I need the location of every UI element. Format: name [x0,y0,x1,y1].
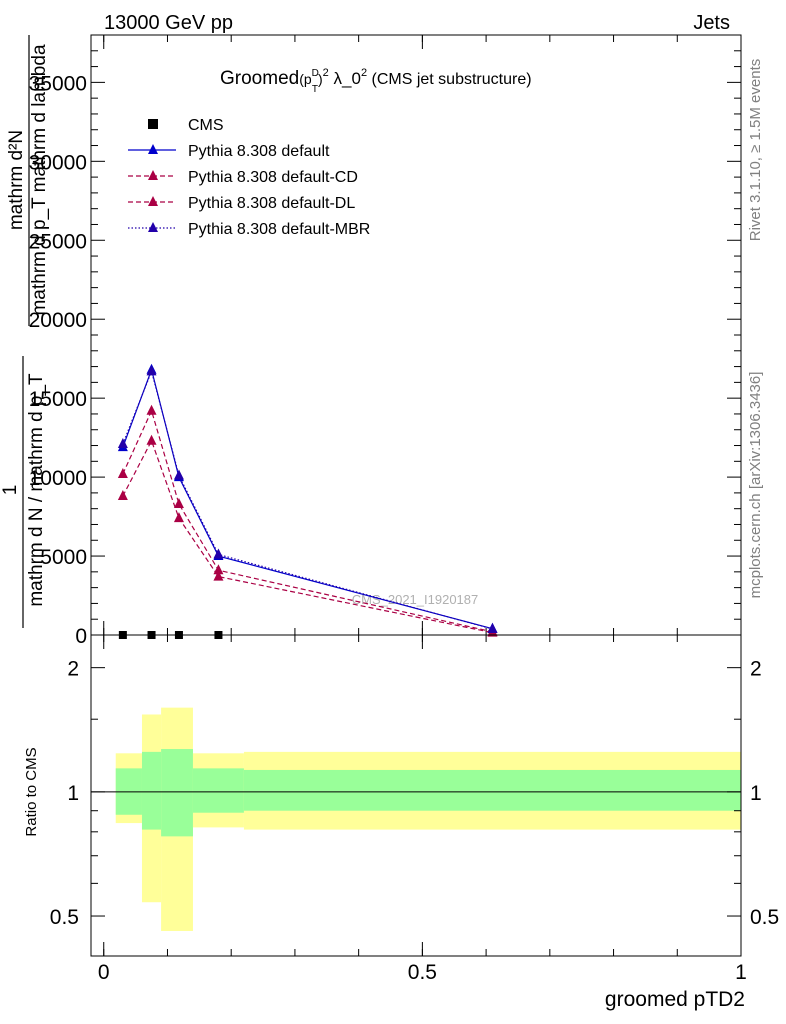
title-tail: (CMS jet substructure) [367,71,531,88]
title-sub-t: T [312,84,318,95]
series-marker-2 [117,467,128,478]
x-tick-label: 1 [735,961,747,984]
ratio-y-label: Ratio to CMS [23,747,40,836]
title-square: 2 [323,67,329,79]
energy-label: 13000 GeV pp [104,12,233,34]
title-lambda: λ_0 [329,69,361,88]
title-paren-close: ) [318,71,323,87]
ratio-tick-labels: 0.5 0.5 1 1 2 2 0 0.5 1 [50,658,779,984]
series-line-2 [122,409,493,633]
series-marker-2 [173,497,184,508]
legend-label: Pythia 8.308 default-DL [188,195,355,212]
ratio-y-tick-label-right: 2 [750,658,762,681]
main-y-tick-label: 20000 [29,309,87,332]
ratio-inner-band [192,768,244,813]
ratio-frame [90,634,742,957]
y-label-one: 1 [0,485,21,496]
main-y-tick-labels: 0 5000 10000 15000 20000 25000 30000 35000 [29,72,87,648]
ratio-inner-band [243,769,742,811]
process-label: Jets [693,12,730,34]
legend-label: CMS [188,117,224,134]
main-y-tick-label: 35000 [29,72,87,95]
series-marker-4 [487,623,498,633]
rivet-version-label: Rivet 3.1.10, ≥ 1.5M events [747,59,764,242]
series-marker-4 [117,437,128,448]
main-axis-ticks [91,34,742,636]
legend-label: Pythia 8.308 default [188,143,330,160]
x-tick-label: 0.5 [408,961,437,984]
y-label-denominator: mathrm d p_T mathrm d lambda [29,44,50,315]
title-paren-open: (p [299,71,312,87]
series-marker-4 [213,548,224,559]
main-y-tick-label: 25000 [29,230,87,253]
x-tick-label: 0 [98,961,110,984]
series-marker-2 [213,564,224,575]
x-axis-label: groomed pTD2 [605,988,745,1011]
main-y-tick-label: 5000 [40,546,87,569]
series-line-1 [122,367,493,630]
ratio-y-tick-label: 0.5 [50,906,79,929]
legend: CMS Pythia 8.308 default Pythia 8.308 defa… [128,117,370,238]
ratio-axis-ticks [91,635,742,956]
analysis-watermark: CMS_2021_I1920187 [352,592,479,607]
main-y-tick-label: 0 [75,625,87,648]
ratio-inner-band [161,749,193,837]
ratio-y-tick-label: 1 [67,782,79,805]
ratio-panel: 0.5 0.5 1 1 2 2 0 0.5 1 Ratio to CMS groomed pTD… [23,634,779,1011]
series-marker-2 [146,404,157,415]
chart-title: Groomed(pD T)2 λ_02 (CMS jet substructure… [220,67,532,95]
series-marker-4 [173,469,184,480]
main-y-tick-label: 10000 [29,467,87,490]
ratio-y-tick-label-right: 1 [750,782,762,805]
ratio-inner-band [141,751,162,830]
main-y-tick-label: 30000 [29,151,87,174]
title-square-2: 2 [361,67,367,79]
legend-marker-cms [148,119,158,129]
series-marker-3 [213,570,224,581]
legend-marker-2 [148,170,158,180]
ratio-y-tick-label: 2 [67,658,79,681]
legend-label: Pythia 8.308 default-CD [188,169,358,186]
main-panel: 0 5000 10000 15000 20000 25000 30000 35000 CMS_… [29,34,742,648]
legend-label: Pythia 8.308 default-MBR [188,221,370,238]
ratio-y-tick-label-right: 0.5 [750,906,779,929]
y-label-denominator-2: mathrm d N / mathrm d p_T [26,373,47,607]
y-label-numerator: mathrm d²N [6,130,27,230]
legend-marker-4 [148,222,158,232]
series-marker-3 [173,512,184,523]
series-marker-3 [146,434,157,445]
legend-marker-1 [148,144,158,154]
legend-marker-3 [148,196,158,206]
ratio-bands [115,707,742,931]
title-sup-d: D [312,68,319,79]
series-marker-4 [146,365,157,376]
mcplots-credit-label: mcplots.cern.ch [arXiv:1306.3436] [747,372,764,599]
series-marker-3 [117,490,128,501]
main-y-axis-label: mathrm d²N mathrm d p_T mathrm d lambda … [0,35,50,628]
main-y-tick-label: 15000 [29,388,87,411]
title-pre: Groomed [220,68,299,89]
